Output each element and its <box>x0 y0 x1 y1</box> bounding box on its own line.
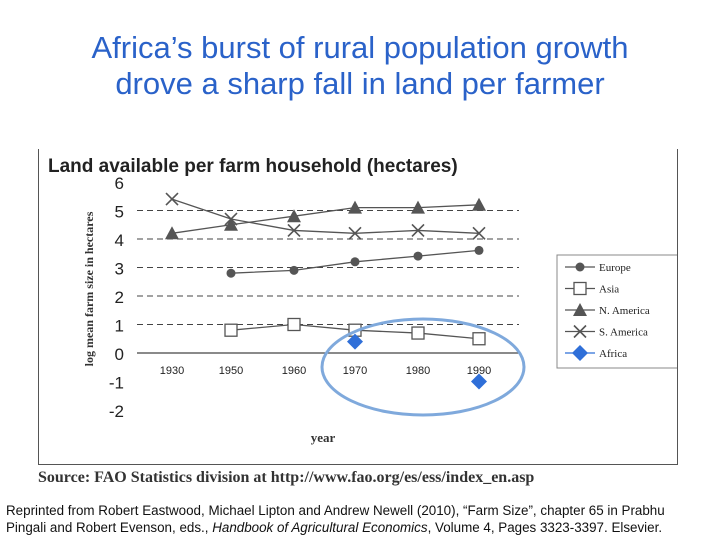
legend-marker <box>575 262 585 272</box>
point-s-america <box>411 223 425 238</box>
point-n-america <box>287 209 301 223</box>
x-tick-label: 1930 <box>160 365 184 377</box>
x-tick-label: 1980 <box>406 365 430 377</box>
farm-size-chart: 6 5 4 3 2 1 0 -1 -2 log mean farm size in hectare… <box>82 174 677 445</box>
citation-line-2-suffix: , Volume 4, Pages 3323-3397. Elsevier. <box>427 520 663 535</box>
point-s-america <box>287 223 301 238</box>
legend-marker <box>573 303 587 316</box>
citation-book-title: Handbook of Agricultural Economics <box>212 520 428 535</box>
legend-label: S. America <box>599 327 648 339</box>
y-tick-label: 6 <box>115 174 124 193</box>
y-tick-label: 2 <box>115 288 124 307</box>
point-asia <box>472 332 486 346</box>
point-europe <box>413 251 423 261</box>
chart-title: Land available per farm household (hecta… <box>48 156 458 177</box>
legend-label: Asia <box>599 284 619 296</box>
legend: Europe Asia N. America S. America Africa <box>556 254 677 369</box>
y-tick-label: -2 <box>109 402 124 421</box>
y-tick-label: 3 <box>115 260 124 279</box>
x-tick-label: 1970 <box>343 365 367 377</box>
chart-frame: 6 5 4 3 2 1 0 -1 -2 log mean farm size in hectare… <box>38 149 678 465</box>
point-n-america <box>348 200 362 214</box>
point-europe <box>350 257 360 267</box>
point-africa <box>347 333 363 350</box>
legend-marker <box>573 324 587 339</box>
y-tick-label: 4 <box>115 231 124 250</box>
citation-line-2-prefix: Pingali and Robert Evenson, eds., <box>6 520 213 535</box>
source-line: Source: FAO Statistics division at http:… <box>38 469 535 486</box>
slide-title-line-2: drove a sharp fall in land per farmer <box>115 66 605 101</box>
legend-marker <box>572 345 588 361</box>
y-tick-label: 5 <box>115 203 124 222</box>
point-n-america <box>224 217 238 231</box>
x-tick-label: 1960 <box>282 365 306 377</box>
series-line-n-america <box>171 204 480 234</box>
point-s-america <box>472 226 486 240</box>
legend-label: Europe <box>599 262 631 274</box>
legend-label: Africa <box>599 348 627 360</box>
point-europe <box>474 245 484 255</box>
point-s-america <box>348 226 362 240</box>
legend-marker <box>573 281 587 296</box>
point-s-america <box>224 212 238 226</box>
y-tick-label: 0 <box>115 345 124 364</box>
x-tick-label: 1990 <box>467 365 491 377</box>
point-africa <box>471 373 487 390</box>
x-axis-label: year <box>311 430 336 445</box>
point-asia <box>411 326 425 340</box>
point-s-america <box>165 192 179 206</box>
x-tick-label: 1950 <box>219 365 243 377</box>
point-n-america <box>165 226 179 240</box>
slide-title: Africa’s burst of rural population growt… <box>0 30 720 102</box>
y-tick-label: 1 <box>115 317 124 336</box>
point-n-america <box>411 200 425 214</box>
point-asia <box>224 323 238 337</box>
africa-highlight-ellipse <box>320 317 526 417</box>
slide-title-line-1: Africa’s burst of rural population growt… <box>91 30 629 65</box>
citation-line-1: Reprinted from Robert Eastwood, Michael … <box>6 503 665 518</box>
citation: Reprinted from Robert Eastwood, Michael … <box>6 502 718 536</box>
legend-label: N. America <box>599 305 650 317</box>
point-europe <box>289 265 299 275</box>
point-europe <box>226 268 236 278</box>
point-asia <box>287 317 301 332</box>
point-n-america <box>472 197 486 211</box>
citation-line-2: Pingali and Robert Evenson, eds., Handbo… <box>6 519 718 536</box>
y-tick-label: -1 <box>109 374 124 393</box>
series-line-s-america <box>171 198 480 234</box>
y-axis-label: log mean farm size in hectares <box>82 211 96 366</box>
